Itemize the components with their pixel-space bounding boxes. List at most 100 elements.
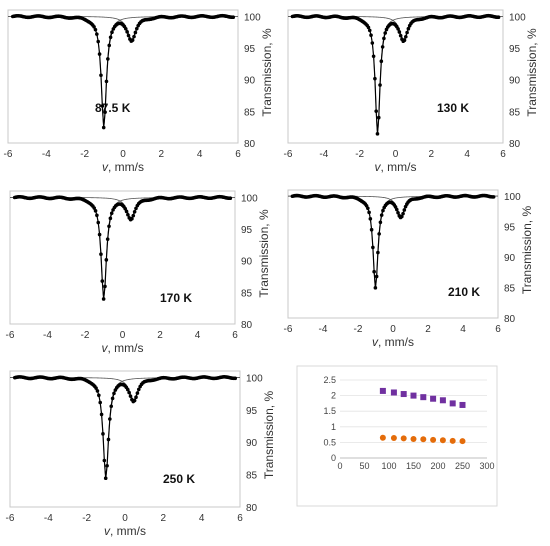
data-point — [369, 33, 373, 37]
data-point — [372, 269, 376, 274]
data-point — [371, 245, 375, 250]
data-point — [99, 252, 103, 256]
x-tick-label: -4 — [43, 330, 52, 341]
normalized-area-inset: Temperature, K Normalized Area 00.511.52… — [296, 365, 498, 507]
data-point — [406, 26, 411, 31]
data-point — [106, 437, 111, 442]
plot-frame — [7, 9, 239, 144]
data-point — [496, 15, 501, 19]
y-axis-label: Transmission, % — [520, 206, 534, 295]
area-point-square — [439, 397, 446, 404]
data-point — [110, 30, 114, 35]
x-tick-label: 2 — [159, 149, 165, 160]
y-tick-label: 85 — [241, 288, 253, 299]
x-tick-label: -6 — [6, 513, 15, 524]
plot-frame — [287, 9, 504, 144]
x-tick-label: 2 — [429, 149, 435, 160]
x-tick-label: 100 — [381, 461, 396, 471]
spectrum-panel-170k: 170 K v, mm/s Transmission, % -6 -4 -2 0 2 4 6… — [6, 190, 271, 355]
area-point-circle — [430, 436, 437, 443]
y-tick-label: 1 — [331, 422, 336, 432]
data-point — [130, 216, 134, 221]
y-tick-label: 100 — [244, 12, 261, 23]
x-tick-label: -2 — [355, 149, 364, 160]
area-point-circle — [400, 435, 407, 442]
y-tick-label: 2 — [331, 391, 336, 401]
data-point — [397, 30, 402, 34]
data-point — [374, 109, 378, 113]
data-point — [405, 30, 409, 35]
data-point — [134, 395, 138, 400]
area-point-square — [410, 392, 417, 399]
data-point — [94, 386, 98, 390]
data-point — [101, 125, 106, 130]
data-point — [104, 79, 109, 84]
x-tick-label: -4 — [42, 149, 51, 160]
data-point — [394, 207, 399, 212]
data-point — [231, 15, 236, 19]
data-point — [123, 206, 127, 211]
plot-frame — [9, 370, 241, 508]
area-point-circle — [379, 434, 386, 441]
area-point-square — [379, 387, 386, 394]
y-tick-label: 100 — [246, 373, 263, 384]
data-point — [132, 34, 136, 39]
y-tick-label: 85 — [246, 471, 258, 482]
x-tick-label: 0 — [337, 461, 342, 471]
data-point — [373, 76, 377, 81]
y-tick-label: 80 — [509, 139, 521, 150]
y-tick-label: 95 — [246, 406, 258, 417]
spectrum-panel-250k: 250 K v, mm/s Transmission, % -6 -4 -2 0 2 4 6… — [6, 370, 276, 538]
spectrum-panel-87.5k: 87.5 K v, mm/s Transmission, % -6 -4 -2 0 2 4… — [4, 9, 274, 174]
fit-component-1 — [287, 15, 504, 134]
temperature-label: 210 K — [448, 285, 480, 299]
x-tick-label: 300 — [479, 461, 494, 471]
data-point — [400, 214, 404, 219]
area-point-circle — [439, 437, 446, 444]
data-point — [126, 212, 130, 217]
data-point — [134, 26, 139, 31]
y-tick-label: 100 — [509, 12, 526, 23]
data-point — [378, 83, 382, 87]
data-point — [123, 26, 128, 31]
spectrum-fit-line — [14, 376, 236, 479]
y-tick-label: 2.5 — [323, 375, 336, 385]
y-axis-label: Transmission, % — [525, 28, 539, 117]
temperature-label: 130 K — [437, 101, 469, 115]
area-point-circle — [390, 435, 397, 442]
area-point-square — [430, 395, 437, 402]
y-axis-label: Transmission, % — [260, 28, 274, 117]
area-point-circle — [459, 438, 466, 445]
data-point — [92, 25, 96, 29]
area-point-square — [449, 400, 456, 407]
area-point-circle — [410, 435, 417, 442]
y-tick-label: 85 — [244, 107, 256, 118]
data-point — [404, 34, 408, 39]
data-point — [377, 232, 381, 236]
y-tick-label: 1.5 — [323, 406, 336, 416]
y-tick-label: 95 — [509, 44, 521, 55]
y-tick-label: 0 — [331, 453, 336, 463]
y-tick-label: 0.5 — [323, 437, 336, 447]
fit-component-2 — [7, 15, 238, 40]
x-tick-label: 0 — [120, 330, 126, 341]
x-tick-label: 0 — [390, 324, 396, 335]
data-point — [109, 211, 114, 216]
data-point — [368, 217, 373, 221]
x-tick-label: 4 — [464, 149, 470, 160]
inset-border — [296, 365, 498, 507]
x-tick-label: 6 — [500, 149, 506, 160]
data-point — [101, 297, 106, 301]
data-point — [95, 389, 100, 393]
x-tick-label: 50 — [359, 461, 369, 471]
x-tick-label: 4 — [460, 324, 466, 335]
data-point — [102, 458, 107, 463]
x-tick-label: -6 — [284, 324, 293, 335]
data-point — [97, 52, 102, 56]
x-tick-label: 6 — [237, 513, 243, 524]
plot-frame — [9, 190, 236, 325]
x-tick-label: -2 — [82, 513, 91, 524]
data-point — [93, 209, 98, 213]
x-tick-label: 200 — [430, 461, 445, 471]
fit-component-1 — [10, 196, 235, 299]
